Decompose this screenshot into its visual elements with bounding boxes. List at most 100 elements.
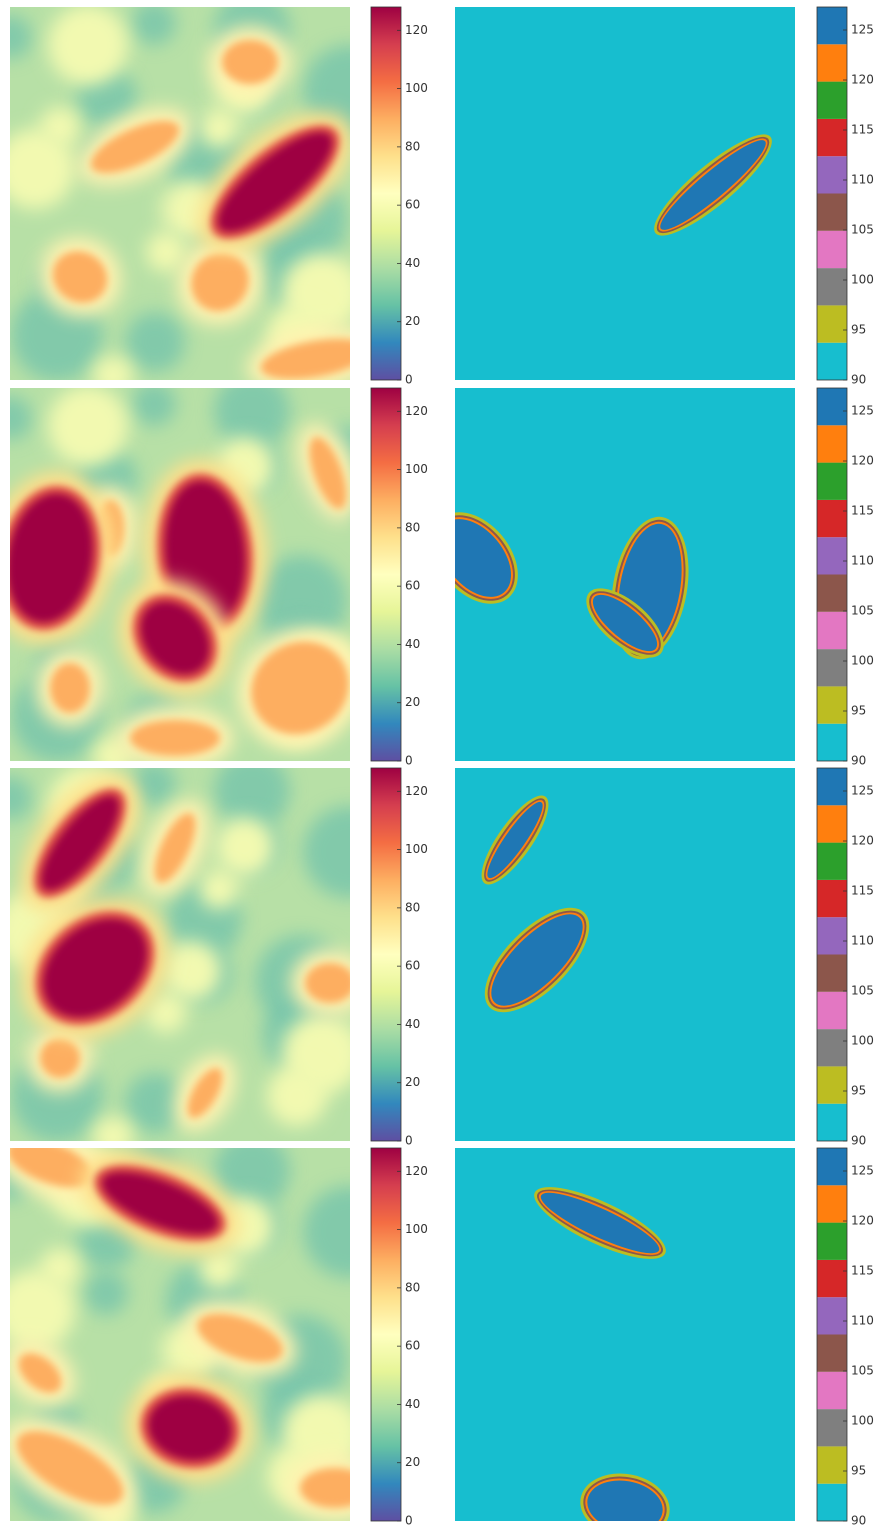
hot-blob [148,1395,232,1461]
low-patch [132,768,176,806]
colorbar-tick-label: 100 [405,1222,428,1236]
colorbar-band [817,1334,847,1372]
heatmap-image [10,768,350,1141]
low-patch [303,806,350,898]
colorbar-tick-label: 120 [851,1214,874,1228]
heatmap-image [10,388,350,761]
colorbar-tick-label: 125 [851,784,874,798]
colorbar-frame [816,767,848,1142]
colorbar-tick-label: 120 [405,784,428,798]
colorbar-band [817,954,847,992]
colorbar-tick-label: 40 [405,1397,420,1411]
colorbar-band [817,917,847,955]
class-core [592,594,658,652]
low-patch [132,7,176,45]
colorbar-tick-label: 20 [405,695,420,709]
light-patch [93,356,133,380]
colorbar-tick-label: 40 [405,1017,420,1031]
class-core [491,914,583,1006]
light-patch [267,1066,327,1126]
colorbar-tick-label: 120 [405,1164,428,1178]
warm-blob [40,1038,80,1078]
colorbar-band [817,305,847,343]
warm-blob [10,1148,93,1188]
class-map-image [455,768,795,1141]
class-core [587,1480,663,1521]
colorbar-tick-label: 110 [851,934,874,948]
colorbar-tick-label: 100 [851,1034,874,1048]
colorbar-tick-label: 90 [851,1514,866,1528]
colorbar-tick-label: 80 [405,900,420,914]
class-core [540,1192,660,1254]
colorbar-tick-label: 0 [405,1514,413,1528]
light-patch [48,7,128,85]
hot-blob [140,601,210,675]
class-core [660,140,766,230]
colorbar-tick-label: 40 [405,256,420,270]
low-patch [125,1073,185,1133]
colorbar-band [817,537,847,575]
colorbar-tick-label: 100 [405,462,428,476]
colorbar-band [817,499,847,538]
colorbar-band [817,1446,847,1484]
colorbar-tick-label: 0 [405,1134,413,1148]
colorbar-band [817,425,847,463]
warm-blob [251,641,349,735]
hot-blob [10,493,93,623]
low-patch [214,388,290,449]
low-patch [132,388,176,426]
class-map-image [455,7,795,380]
colorbar-tick-label: 105 [851,223,874,237]
warm-blob [18,1353,62,1393]
class-core [487,801,543,879]
colorbar-band [817,805,847,843]
colorbar-band [817,686,847,724]
colorbar-tick-label: 60 [405,959,420,973]
hot-blob [43,918,147,1018]
light-patch [161,941,221,1001]
low-patch [10,396,32,440]
warm-blob [130,720,220,756]
colorbar-tick-label: 20 [405,314,420,328]
warm-blob [187,1068,223,1118]
class-core [455,519,512,597]
colorbar-band [817,1222,847,1260]
colorbar-band [817,7,847,45]
warm-blob [16,1431,124,1505]
colorbar-band [817,768,847,806]
light-patch [199,869,239,909]
colorbar-tick-label: 110 [851,1314,874,1328]
class-map-image [455,388,795,761]
light-patch [10,129,75,209]
colorbar [370,1147,402,1522]
colorbar-band [817,574,847,612]
hot-blob [40,795,120,891]
colorbar-tick-label: 120 [405,404,428,418]
low-patch [10,776,32,820]
low-patch [125,312,185,372]
colorbar [370,387,402,762]
warm-blob [191,252,249,312]
colorbar-band [817,1185,847,1223]
warm-blob [50,663,90,713]
colorbar-band [817,81,847,119]
colorbar-band [817,230,847,269]
colorbar-tick-label: 115 [851,884,874,898]
colorbar-band [817,1066,847,1104]
hot-blob [101,1172,219,1234]
colorbar-tick-label: 95 [851,1464,866,1478]
colorbar-tick-label: 80 [405,520,420,534]
colorbar-tick-label: 110 [851,554,874,568]
colorbar-band [817,1483,847,1521]
light-patch [93,1117,133,1141]
colorbar-band [817,1297,847,1335]
hot-blob [217,132,333,232]
low-patch [10,15,32,59]
colorbar-band [817,1259,847,1298]
light-patch [48,388,128,466]
colorbar-tick-label: 60 [405,198,420,212]
warm-blob [260,338,350,380]
warm-blob [197,1313,283,1363]
